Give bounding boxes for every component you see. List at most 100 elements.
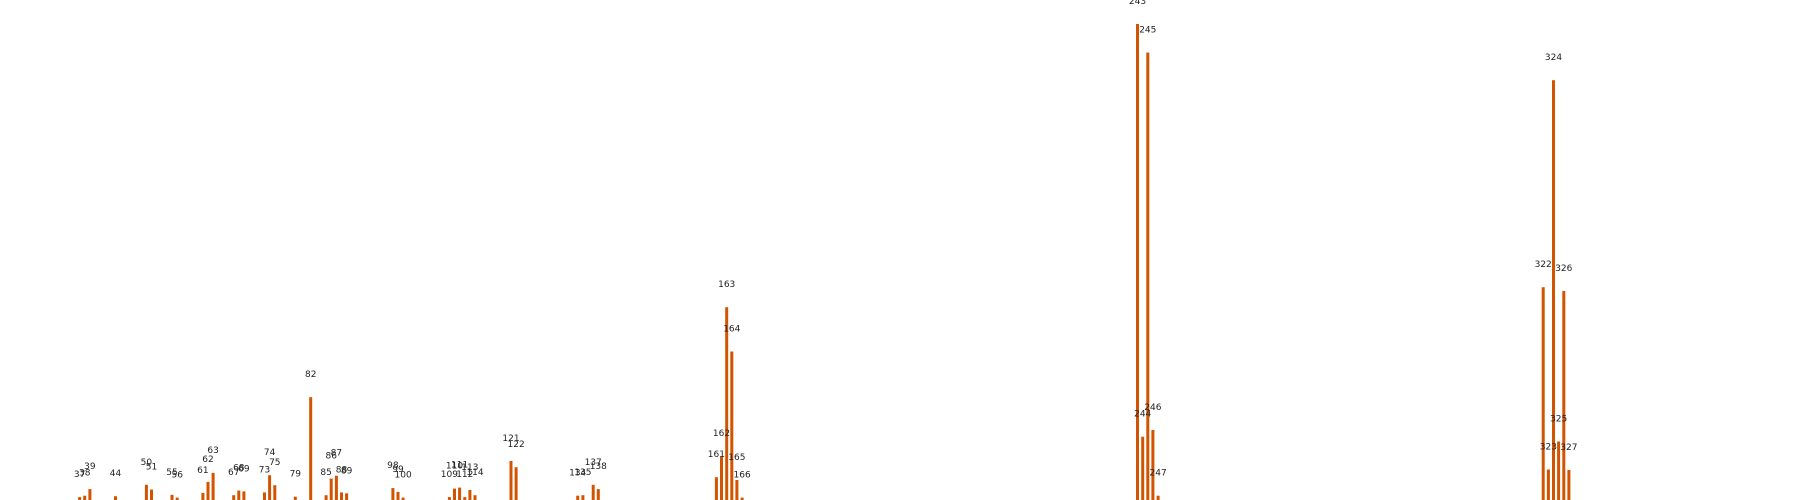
data-label-99: 99: [392, 465, 404, 475]
data-label-325: 325: [1550, 415, 1567, 425]
data-label-326: 326: [1555, 264, 1572, 274]
data-label-113: 113: [461, 463, 478, 473]
data-label-68: 68: [233, 464, 245, 474]
bar-55: [170, 494, 174, 500]
bar-44: [114, 496, 117, 500]
bar-69: [242, 491, 246, 500]
data-label-166: 166: [734, 471, 751, 481]
data-label-114: 114: [466, 468, 483, 478]
data-label-75: 75: [269, 458, 280, 468]
data-label-74: 74: [264, 448, 276, 458]
bar-113: [468, 490, 472, 500]
data-label-162: 162: [713, 429, 730, 439]
data-label-37: 37: [74, 470, 85, 480]
data-label-109: 109: [441, 470, 458, 480]
bar-137: [591, 484, 595, 500]
data-label-161: 161: [708, 450, 725, 460]
data-label-111: 111: [451, 461, 468, 471]
bar-326: [1562, 291, 1566, 500]
data-label-112: 112: [456, 470, 473, 480]
data-label-61: 61: [197, 466, 208, 476]
bar-86: [329, 478, 333, 500]
bar-164: [730, 351, 734, 500]
data-label-243: 243: [1129, 0, 1146, 7]
bar-89: [345, 493, 349, 500]
bar-112: [463, 497, 467, 500]
bar-39: [88, 489, 92, 500]
data-label-110: 110: [446, 462, 463, 472]
data-label-164: 164: [723, 325, 740, 335]
bar-138: [596, 489, 600, 500]
bar-61: [201, 492, 205, 500]
bar-247: [1156, 495, 1160, 500]
bar-99: [396, 491, 400, 500]
bar-73: [263, 492, 266, 500]
data-label-98: 98: [387, 461, 399, 471]
bar-82: [309, 397, 313, 500]
bar-322: [1541, 287, 1545, 500]
bar-37: [78, 497, 82, 500]
data-label-82: 82: [305, 370, 316, 380]
data-label-39: 39: [84, 462, 96, 472]
data-label-122: 122: [508, 440, 525, 450]
bar-162: [720, 456, 723, 500]
data-label-87: 87: [331, 449, 342, 459]
data-label-135: 135: [574, 468, 591, 478]
bar-109: [447, 497, 451, 500]
data-label-137: 137: [585, 458, 602, 468]
bar-100: [401, 497, 405, 500]
bar-325: [1557, 441, 1561, 500]
data-label-89: 89: [341, 466, 353, 476]
bar-98: [391, 488, 395, 500]
data-label-246: 246: [1144, 403, 1161, 413]
data-label-63: 63: [207, 446, 218, 456]
data-label-67: 67: [228, 468, 239, 478]
bar-111: [458, 487, 462, 500]
data-label-69: 69: [238, 464, 250, 474]
data-label-50: 50: [141, 458, 153, 468]
data-label-56: 56: [171, 471, 183, 481]
bar-121: [509, 461, 513, 500]
bar-50: [144, 484, 148, 500]
bar-324: [1552, 80, 1555, 500]
data-label-322: 322: [1535, 260, 1552, 270]
bar-244: [1141, 436, 1145, 500]
bar-68: [237, 490, 241, 500]
bar-163: [725, 307, 729, 500]
data-label-323: 323: [1540, 443, 1557, 453]
bar-323: [1546, 469, 1550, 500]
bar-63: [211, 472, 215, 500]
data-label-51: 51: [146, 463, 157, 473]
data-label-163: 163: [718, 280, 735, 290]
bar-161: [714, 477, 718, 500]
bar-246: [1151, 430, 1155, 500]
data-label-44: 44: [110, 469, 122, 479]
bar-85: [324, 495, 328, 500]
bar-67: [232, 495, 236, 500]
data-label-138: 138: [590, 462, 607, 472]
bar-88: [340, 492, 343, 500]
data-label-244: 244: [1134, 410, 1151, 420]
data-label-73: 73: [259, 465, 270, 475]
bar-134: [576, 495, 580, 500]
data-label-245: 245: [1139, 26, 1156, 36]
data-label-327: 327: [1560, 443, 1577, 453]
data-label-165: 165: [728, 453, 745, 463]
data-label-100: 100: [395, 471, 412, 481]
bar-62: [206, 481, 210, 500]
data-label-85: 85: [320, 468, 331, 478]
data-label-324: 324: [1545, 53, 1562, 63]
data-label-38: 38: [79, 469, 91, 479]
bar-38: [83, 495, 87, 500]
bar-165: [735, 480, 739, 500]
data-label-247: 247: [1150, 469, 1167, 479]
data-label-134: 134: [569, 469, 586, 479]
data-label-121: 121: [502, 434, 519, 444]
bars-group: [78, 24, 1571, 500]
data-label-86: 86: [325, 452, 337, 462]
bar-114: [473, 495, 477, 500]
bar-110: [453, 488, 456, 500]
data-label-55: 55: [166, 468, 177, 478]
bar-56: [175, 497, 179, 500]
